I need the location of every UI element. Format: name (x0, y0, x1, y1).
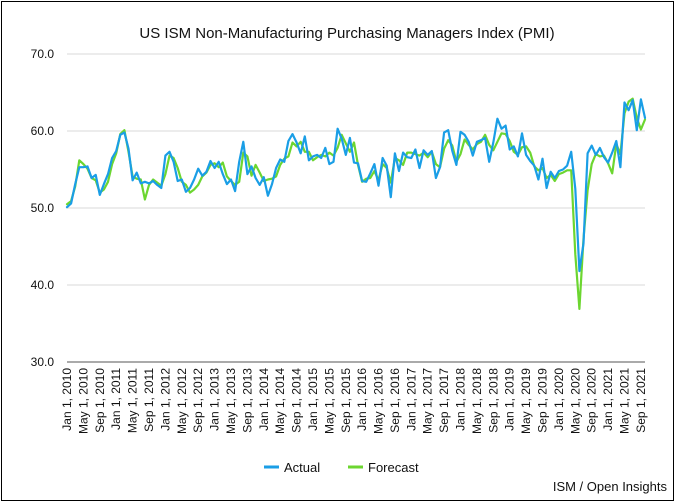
series-lines (65, 97, 647, 310)
x-tick-label: May 1, 2012 (175, 368, 189, 434)
x-tick-label: May 1, 2019 (519, 368, 533, 434)
x-tick-label: May 1, 2013 (224, 368, 238, 434)
y-tick-label: 50.0 (31, 201, 55, 215)
x-tick-label: May 1, 2010 (76, 368, 90, 434)
x-tick-label: Jan 1, 2016 (355, 368, 369, 431)
y-tick-label: 30.0 (31, 355, 55, 369)
legend-label-actual: Actual (284, 460, 320, 475)
x-tick-label: Jan 1, 2013 (208, 368, 222, 431)
x-tick-label: Jan 1, 2015 (306, 368, 320, 431)
x-tick-label: Jan 1, 2014 (257, 368, 271, 431)
x-tick-label: May 1, 2015 (322, 368, 336, 434)
x-tick-label: May 1, 2018 (470, 368, 484, 434)
x-tick-label: Sep 1, 2013 (240, 368, 254, 433)
y-tick-label: 70.0 (31, 47, 55, 61)
x-tick-label: May 1, 2016 (372, 368, 386, 434)
x-tick-label: Sep 1, 2010 (93, 368, 107, 433)
chart-title: US ISM Non-Manufacturing Purchasing Mana… (139, 25, 554, 42)
legend: Actual Forecast (264, 460, 419, 475)
x-tick-label: Sep 1, 2021 (634, 368, 648, 433)
x-tick-label: May 1, 2011 (126, 368, 140, 433)
x-tick-label: Sep 1, 2015 (339, 368, 353, 433)
series-line-forecast (65, 97, 647, 310)
x-tick-label: Sep 1, 2018 (486, 368, 500, 433)
series-line-actual (65, 98, 647, 273)
x-tick-label: May 1, 2014 (273, 368, 287, 434)
x-tick-label: Sep 1, 2014 (290, 368, 304, 433)
source-label: ISM / Open Insights (553, 479, 668, 494)
x-tick-label: May 1, 2017 (421, 368, 435, 434)
x-tick-label: Jan 1, 2020 (552, 368, 566, 431)
y-tick-label: 40.0 (31, 278, 55, 292)
x-tick-label: Jan 1, 2010 (60, 368, 74, 431)
x-tick-label: May 1, 2021 (618, 368, 632, 434)
legend-label-forecast: Forecast (368, 460, 419, 475)
x-axis-tick-labels: Jan 1, 2010 May 1, 2010 Sep 1, 2010 Jan 1, … (60, 368, 648, 434)
x-tick-label: Sep 1, 2012 (191, 368, 205, 433)
x-tick-label: Sep 1, 2017 (437, 368, 451, 433)
x-tick-label: Sep 1, 2011 (142, 368, 156, 432)
x-tick-label: Jan 1, 2021 (601, 368, 615, 431)
x-tick-label: Jan 1, 2017 (404, 368, 418, 431)
y-axis-tick-labels: 30.0 40.0 50.0 60.0 70.0 (31, 47, 55, 369)
x-tick-label: Jan 1, 2019 (503, 368, 517, 431)
x-tick-label: Sep 1, 2020 (585, 368, 599, 433)
x-tick-label: Jan 1, 2012 (158, 368, 172, 431)
x-tick-label: Jan 1, 2018 (454, 368, 468, 431)
y-tick-label: 60.0 (31, 124, 55, 138)
x-tick-label: Jan 1, 2011 (109, 368, 123, 430)
x-tick-label: May 1, 2020 (568, 368, 582, 434)
x-tick-label: Sep 1, 2016 (388, 368, 402, 433)
grid-lines (67, 53, 645, 363)
x-tick-label: Sep 1, 2019 (536, 368, 550, 433)
